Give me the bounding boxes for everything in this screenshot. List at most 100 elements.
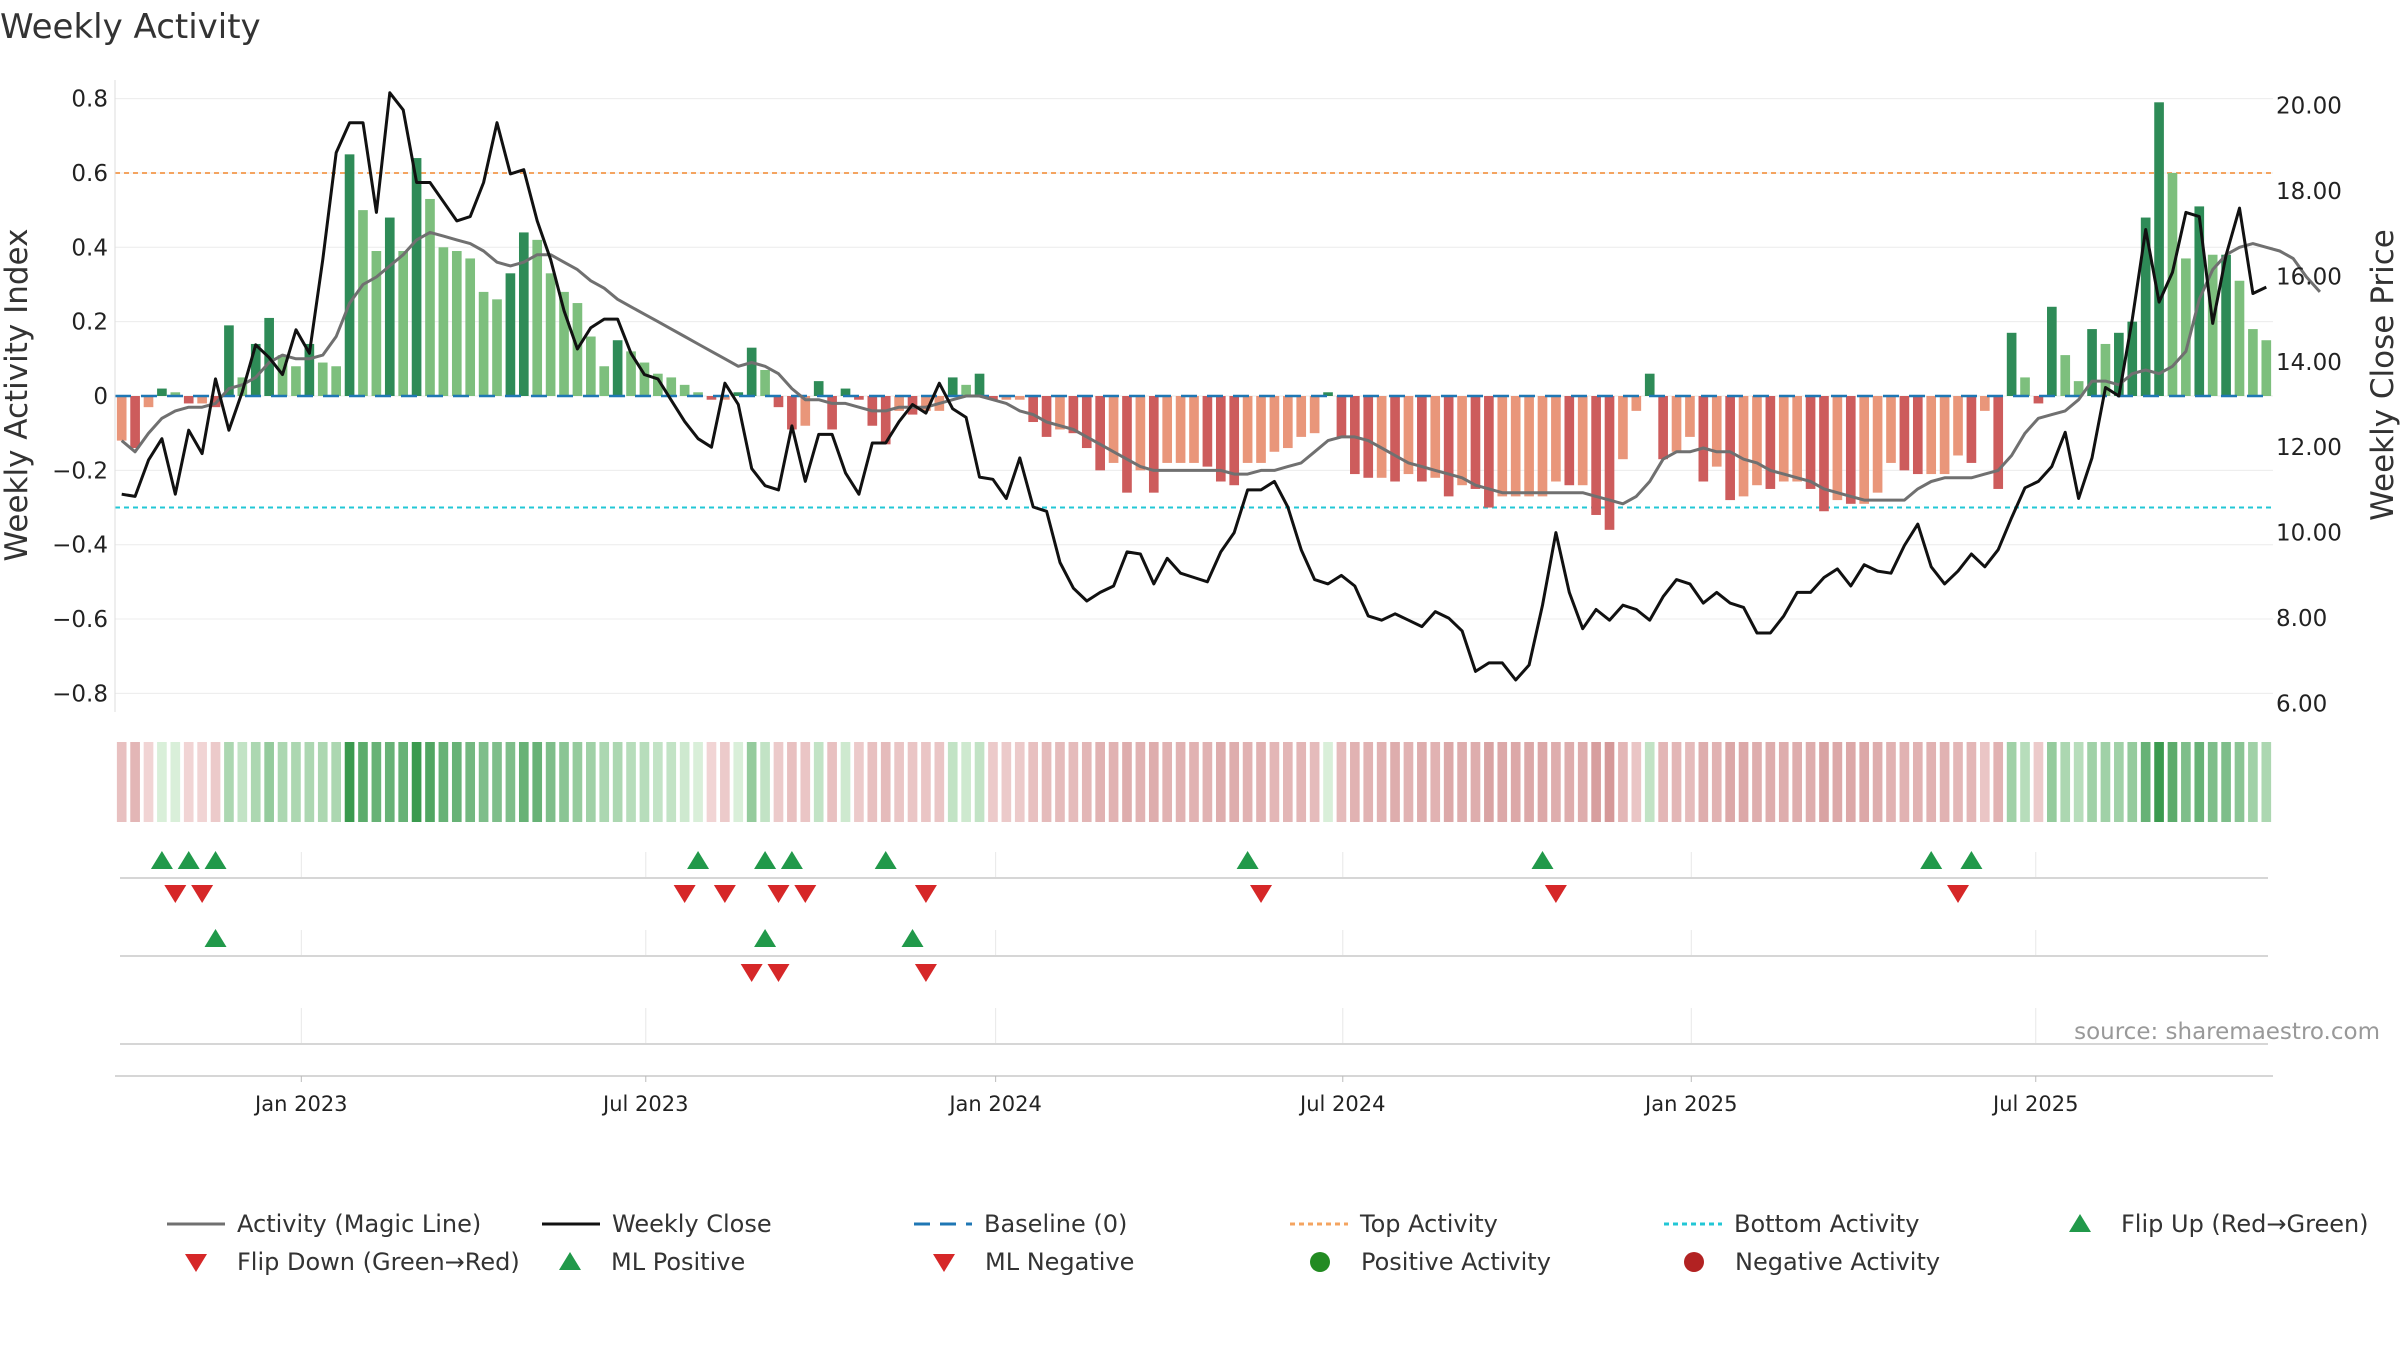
activity-bar [478, 291, 489, 396]
activity-bar [1671, 396, 1682, 452]
heat-strip-cell [1685, 742, 1695, 822]
activity-bar [1175, 396, 1186, 463]
activity-bar [760, 369, 770, 396]
heat-strip-cell [1872, 742, 1883, 822]
flip-up-marker [1236, 851, 1259, 869]
flip-up-marker [754, 851, 777, 869]
activity-bar [2020, 377, 2030, 396]
flip-down-marker [767, 885, 790, 903]
legend-label: Baseline (0) [984, 1210, 1127, 1238]
heat-strip-cell [1886, 742, 1896, 822]
heat-strip-cell [1711, 742, 1722, 822]
flip-down-marker [914, 885, 937, 903]
activity-bar [840, 388, 851, 396]
activity-bar [961, 384, 971, 396]
activity-bar [1899, 396, 1910, 471]
activity-bar [1269, 396, 1280, 452]
heat-strip-cell [1551, 742, 1561, 822]
activity-bar [1215, 396, 1226, 482]
heat-strip-cell [559, 742, 569, 822]
heat-strip-cell [1819, 742, 1829, 822]
y-tick-label: 0.2 [71, 310, 108, 336]
activity-bar [1068, 396, 1079, 434]
heat-strip-cell [961, 742, 971, 822]
activity-bar [1805, 396, 1816, 489]
heat-strip-cell [1390, 742, 1400, 822]
legend-swatch-up [559, 1252, 581, 1270]
activity-bar [1953, 396, 1963, 456]
activity-bar [1403, 396, 1414, 475]
y-axis-title: Weekly Activity Index [0, 229, 35, 562]
heat-strip-cell [1041, 742, 1052, 822]
activity-bar [2087, 329, 2097, 396]
activity-bar [505, 273, 516, 396]
heat-strip-cell [1752, 742, 1762, 822]
y-tick-label: 0 [93, 384, 108, 410]
heat-strip-cell [465, 742, 476, 822]
activity-bar [1832, 396, 1843, 501]
activity-bar [1350, 396, 1360, 475]
heat-strip-cell [1993, 742, 2004, 822]
activity-bar [586, 336, 596, 396]
heat-strip-cell [411, 742, 422, 822]
heat-strip-cell [425, 742, 435, 822]
heat-strip-cell [639, 742, 650, 822]
activity-bar [1819, 396, 1829, 512]
activity-bar [116, 396, 127, 441]
heat-strip-cell [1497, 742, 1508, 822]
activity-bar [733, 392, 744, 396]
heat-strip-cell [2221, 742, 2231, 822]
y2-tick-label: 12.00 [2276, 435, 2342, 461]
heat-strip-cell [1564, 742, 1575, 822]
heat-strip-cell [518, 742, 529, 822]
heat-strip-cell [813, 742, 824, 822]
activity-bar [626, 351, 636, 396]
activity-bar [545, 273, 556, 396]
heat-strip-cell [1457, 742, 1467, 822]
heat-strip-cell [1738, 742, 1749, 822]
activity-bar [693, 392, 703, 396]
activity-bar [492, 299, 502, 396]
heat-strip-cell [2140, 742, 2151, 822]
heat-strip-cell [1068, 742, 1079, 822]
heat-strip-cell [1229, 742, 1240, 822]
activity-bar [2234, 280, 2245, 396]
heat-strip-cell [880, 742, 891, 822]
activity-bar [787, 396, 797, 430]
weekly-close-series [121, 91, 2267, 682]
activity-bar [1041, 396, 1052, 437]
date-axis: Jan 2023 Jul 2023 Jan 2024 Jul 2024 Jan 2025… [253, 1092, 2078, 1116]
heat-strip-cell [1618, 742, 1628, 822]
y2-tick-label: 6.00 [2276, 691, 2327, 717]
activity-bar [1242, 396, 1253, 463]
heat-strip-cell [2100, 742, 2111, 822]
activity-bar [1457, 396, 1467, 486]
legend-label: Negative Activity [1735, 1248, 1940, 1276]
activity-bar [1631, 396, 1642, 411]
legend-swatch-down [933, 1254, 955, 1272]
activity-bar [2167, 172, 2178, 396]
heat-strip-cell [1591, 742, 1601, 822]
activity-bar [1524, 396, 1534, 497]
activity-bar [1604, 396, 1615, 530]
activity-bar [679, 384, 690, 396]
heat-strip-cell [170, 742, 181, 822]
heat-strip-cell [451, 742, 462, 822]
heat-strip-cell [854, 742, 864, 822]
flip-down-marker [1947, 885, 1970, 903]
activity-bar [1122, 396, 1132, 493]
y-tick-label: −0.2 [52, 458, 108, 484]
heat-strip-cell [974, 742, 985, 822]
heat-strip-cell [760, 742, 770, 822]
activity-bar [1886, 396, 1896, 463]
heat-strip-cell [921, 742, 931, 822]
activity-bar [130, 396, 140, 449]
x-date-label: Jan 2023 [253, 1092, 348, 1116]
activity-bar [1256, 396, 1266, 463]
activity-bar [1510, 396, 1521, 497]
heat-strip-cell [1510, 742, 1521, 822]
activity-bar [197, 396, 207, 404]
heat-strip-cell [1148, 742, 1159, 822]
activity-bar [317, 362, 328, 396]
heat-strip-cell [1122, 742, 1132, 822]
